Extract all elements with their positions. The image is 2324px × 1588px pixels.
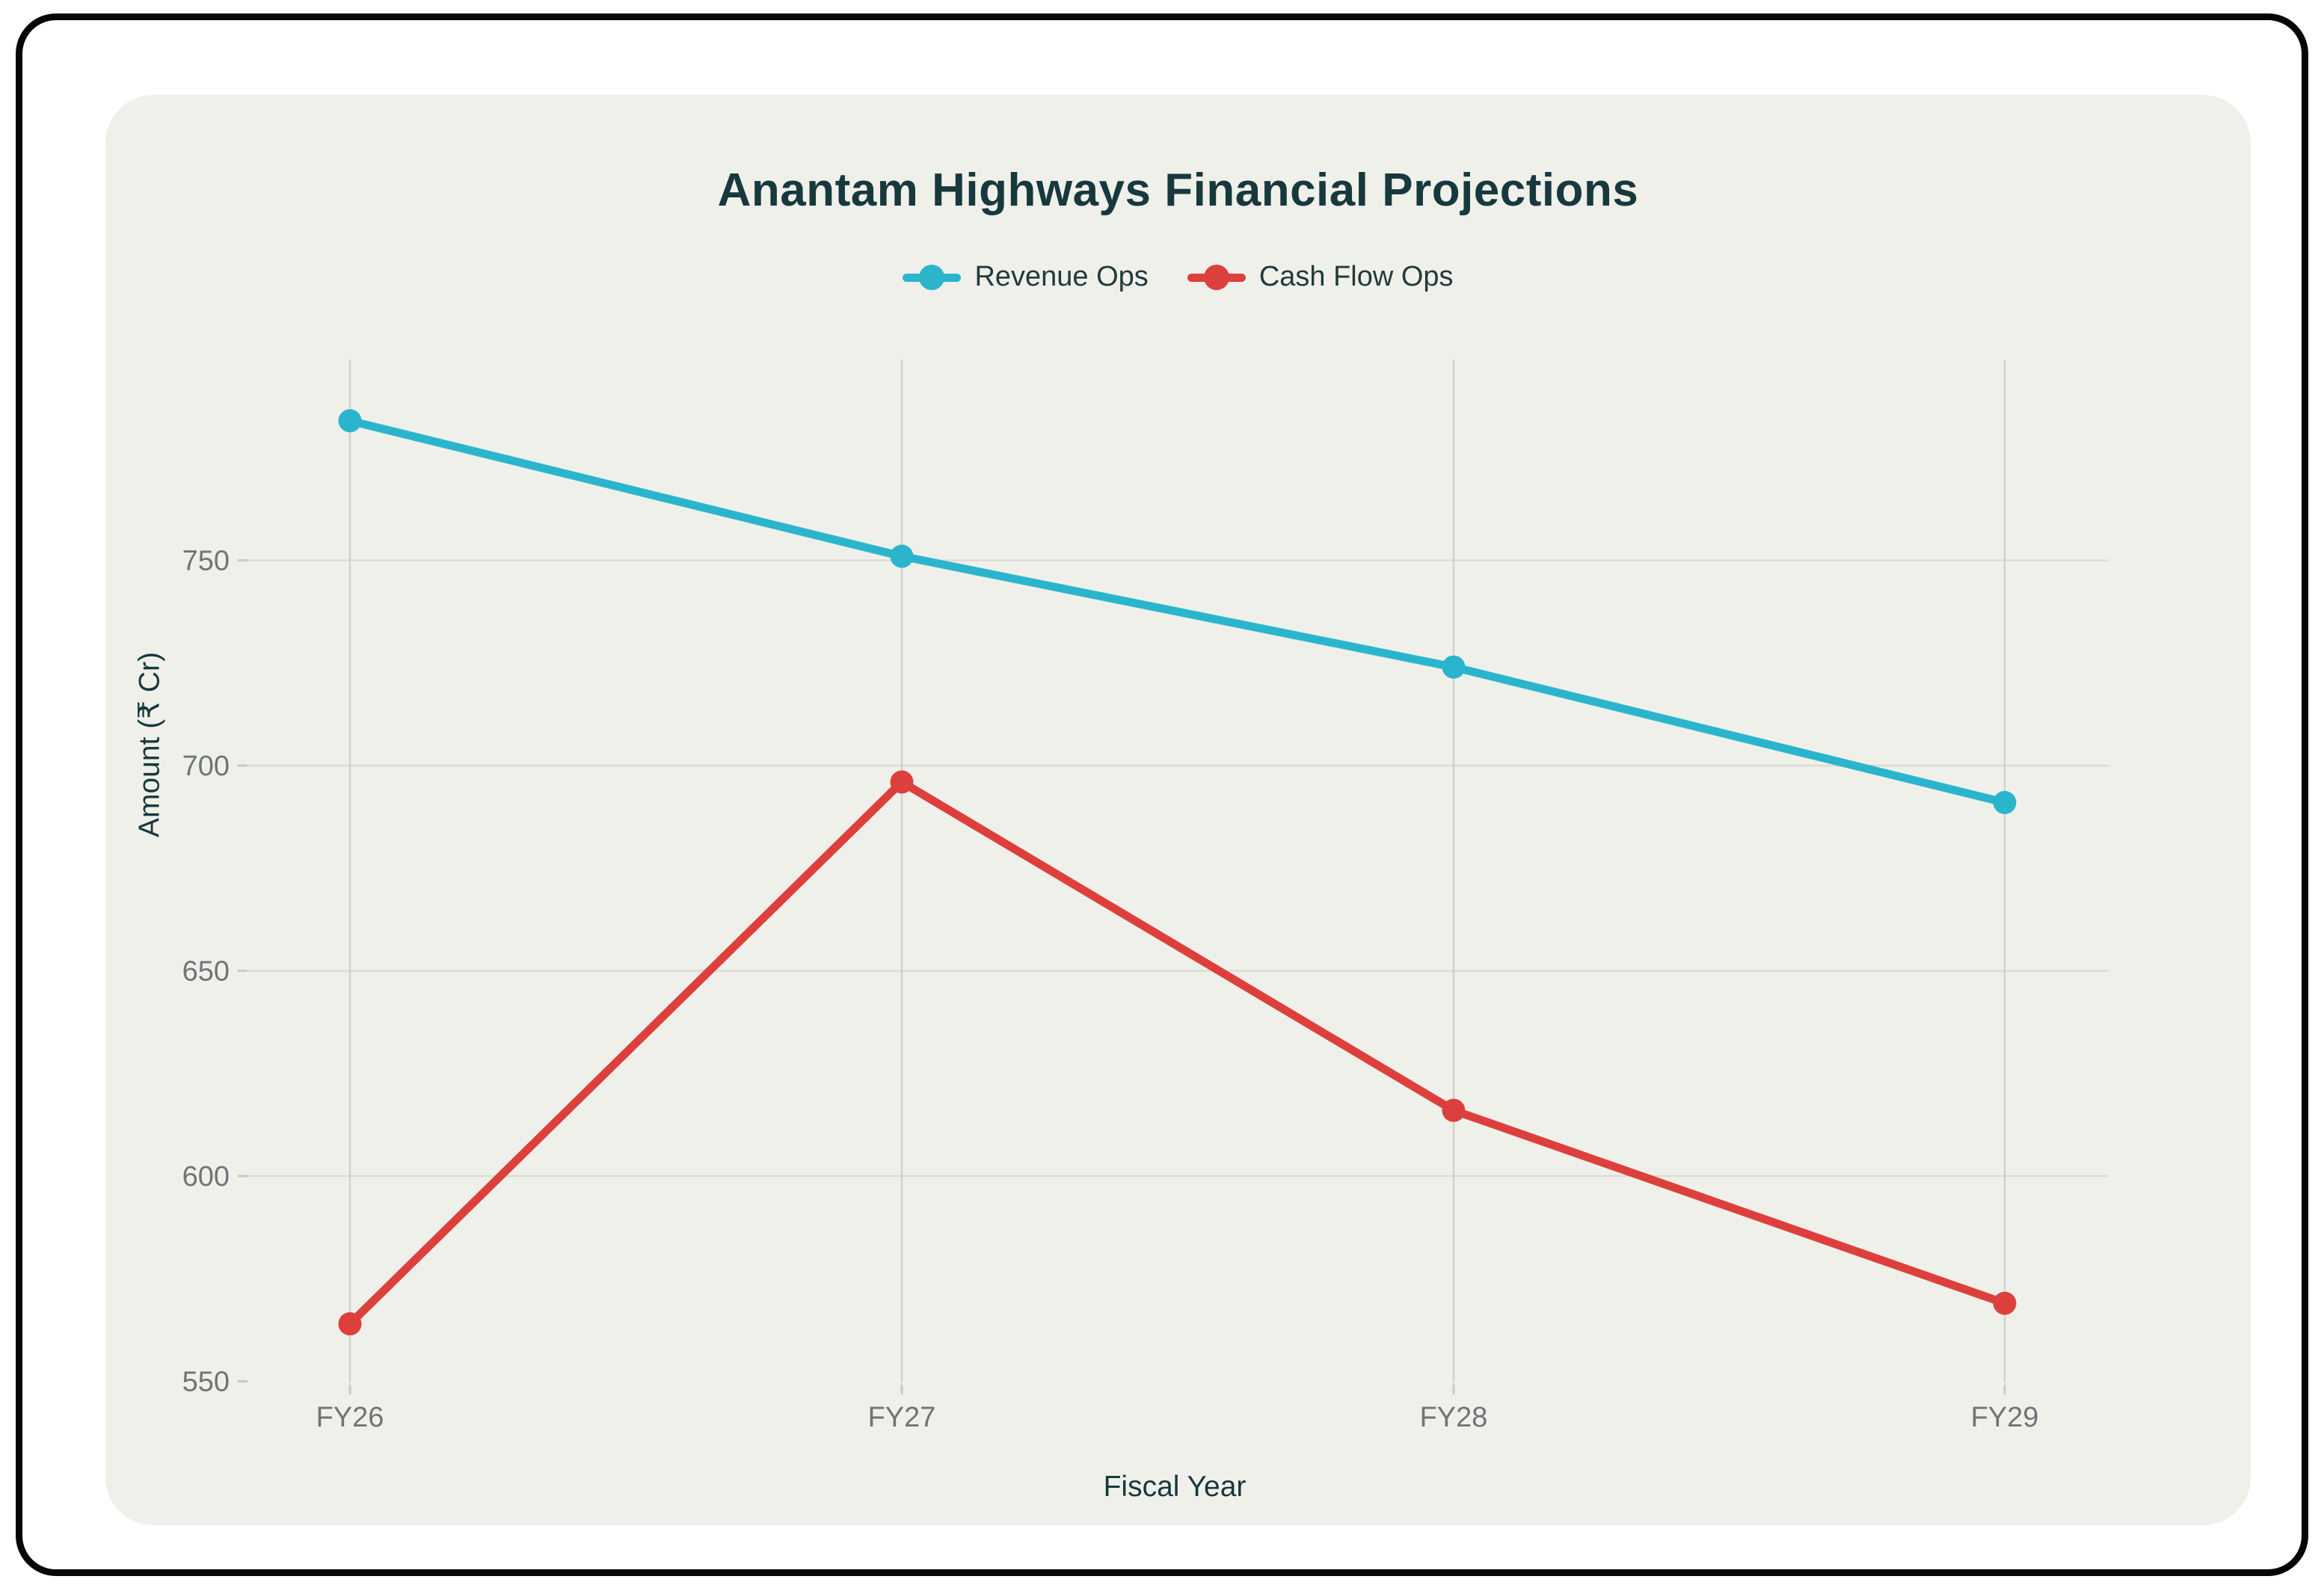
legend-label-cashflow: Cash Flow Ops: [1258, 261, 1454, 292]
y-tick-label: 650: [182, 956, 230, 988]
series-line-revenue-ops: [345, 416, 2009, 807]
chart-title: Anantam Highways Financial Projections: [717, 164, 1639, 216]
y-tick-label: 700: [182, 751, 230, 782]
y-axis-title: Amount (₹ Cr): [133, 651, 166, 838]
legend-marker-cashflow-icon: [1187, 264, 1246, 290]
data-point-cash-flow-ops-FY27: [890, 770, 914, 794]
x-tick-label: FY29: [1971, 1402, 2039, 1433]
y-tick-label: 600: [182, 1161, 230, 1192]
series-line-cash-flow-ops: [345, 778, 2009, 1329]
legend-item-revenue-ops[interactable]: Revenue Ops: [903, 261, 1149, 293]
chart-panel: Anantam Highways Financial Projections R…: [105, 95, 2251, 1525]
data-point-revenue-ops-FY27: [890, 544, 914, 568]
line-chart: 550 600 650 700 750 FY26 FY27 FY28 FY29: [182, 360, 2109, 1433]
legend: Revenue Ops Cash Flow Ops: [105, 261, 2251, 293]
data-point-revenue-ops-FY26: [338, 409, 362, 433]
x-tick-label: FY27: [868, 1402, 936, 1433]
legend-marker-revenue-icon: [903, 264, 962, 290]
x-tick-label: FY28: [1420, 1402, 1488, 1433]
y-tick-label: 550: [182, 1367, 230, 1398]
legend-item-cash-flow-ops[interactable]: Cash Flow Ops: [1187, 261, 1454, 293]
x-axis-title: Fiscal Year: [1103, 1471, 1246, 1503]
data-point-cash-flow-ops-FY28: [1442, 1098, 1466, 1122]
data-point-cash-flow-ops-FY29: [1993, 1291, 2017, 1315]
card-frame: Anantam Highways Financial Projections R…: [16, 13, 2308, 1576]
data-point-revenue-ops-FY29: [1993, 790, 2017, 814]
data-point-revenue-ops-FY28: [1442, 655, 1466, 679]
x-tick-label: FY26: [316, 1402, 384, 1433]
data-point-cash-flow-ops-FY26: [338, 1312, 362, 1336]
y-tick-label: 750: [182, 546, 230, 577]
legend-label-revenue: Revenue Ops: [974, 261, 1149, 292]
